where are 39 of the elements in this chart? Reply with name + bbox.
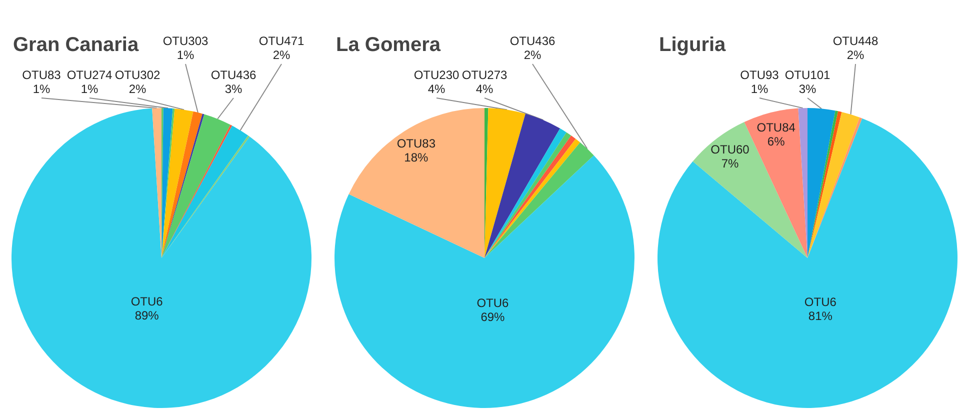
data-label: 18% <box>404 150 429 164</box>
slice-label: OTU273 <box>462 68 508 82</box>
slice-label: OTU84 <box>756 120 796 134</box>
slice-label: OTU83 <box>22 68 62 82</box>
data-label: 69% <box>480 310 506 324</box>
data-label: 3% <box>224 82 242 96</box>
slice-label: OTU436 <box>210 68 256 82</box>
data-label: 6% <box>767 134 786 148</box>
chart-title: Gran Canaria <box>13 34 140 56</box>
slice-label: OTU93 <box>740 68 780 82</box>
slice-label: OTU6 <box>476 296 510 310</box>
data-label: 2% <box>846 48 864 62</box>
data-label: 2% <box>524 48 542 62</box>
data-label: 1% <box>176 48 194 62</box>
data-label: 1% <box>750 82 768 96</box>
data-label: 4% <box>428 82 446 96</box>
data-label: 1% <box>32 82 50 96</box>
chart-title: Liguria <box>659 34 727 56</box>
slice-label: OTU83 <box>396 136 436 150</box>
slice-label: OTU471 <box>258 34 304 48</box>
slice-label: OTU274 <box>66 68 112 82</box>
data-label: 7% <box>721 156 740 171</box>
slice-label: OTU230 <box>414 68 460 82</box>
data-label: 89% <box>134 308 160 322</box>
data-label: 81% <box>808 308 833 323</box>
data-label: 2% <box>128 82 146 96</box>
slice-label: OTU6 <box>130 294 164 308</box>
slice-label: OTU303 <box>162 34 208 48</box>
slice-label: OTU6 <box>804 294 837 309</box>
slice-label: OTU60 <box>710 142 750 157</box>
data-label: 3% <box>798 82 816 96</box>
chart-title: La Gomera <box>336 34 442 56</box>
data-label: 1% <box>80 82 98 96</box>
slice-label: OTU302 <box>114 68 160 82</box>
slice-label: OTU448 <box>832 34 878 48</box>
slice-label: OTU101 <box>784 68 830 82</box>
data-label: 4% <box>476 82 494 96</box>
slice-label: OTU436 <box>510 34 556 48</box>
data-label: 2% <box>272 48 290 62</box>
